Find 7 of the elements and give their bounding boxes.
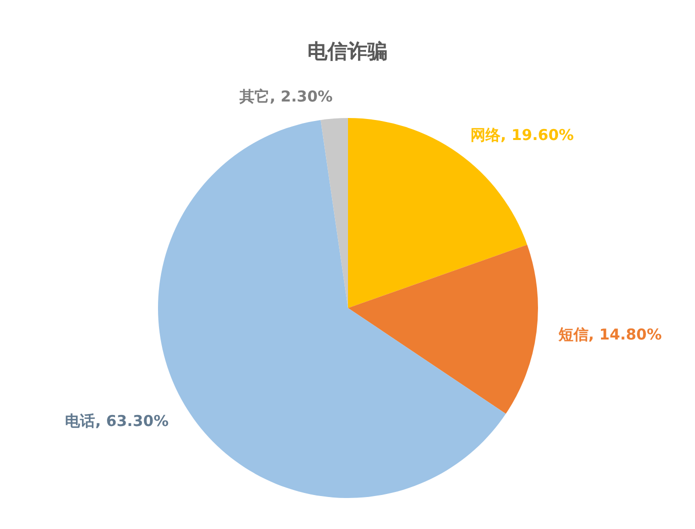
slice-label: 电话, 63.30%	[65, 412, 169, 430]
pie-slice	[320, 118, 348, 308]
pie-slice	[348, 244, 538, 414]
slice-label: 其它, 2.30%	[238, 88, 333, 106]
chart-title: 电信诈骗	[306, 38, 388, 65]
slice-label: 短信, 14.80%	[557, 326, 662, 344]
slice-label: 网络, 19.60%	[470, 126, 574, 144]
